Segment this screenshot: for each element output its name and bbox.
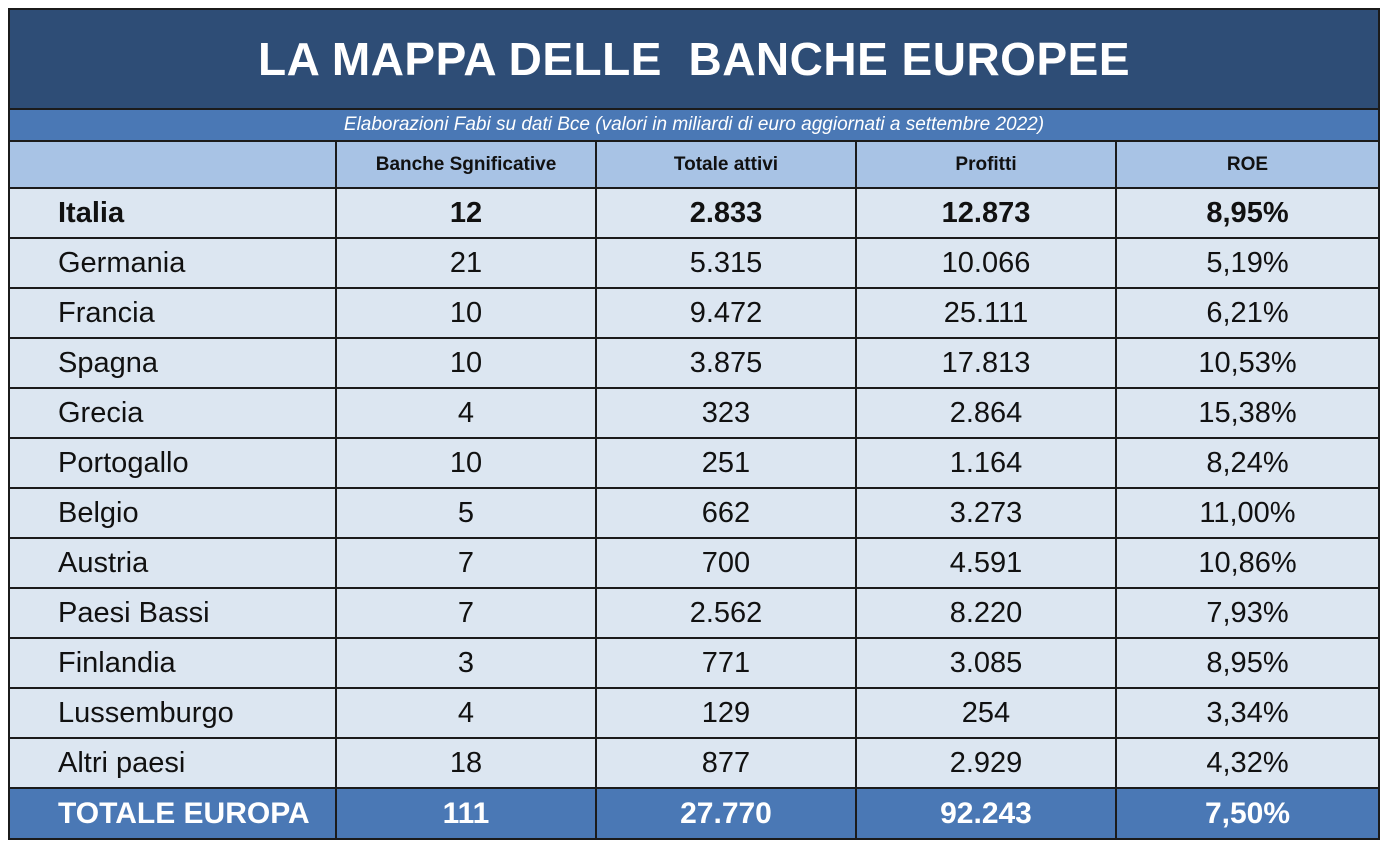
cell-country: Paesi Bassi [10,588,337,639]
total-banche: 111 [336,788,597,838]
cell-country: Altri paesi [10,738,337,789]
cell-profitti: 3.085 [856,638,1117,689]
cell-profitti: 2.864 [856,388,1117,439]
cell-profitti: 3.273 [856,488,1117,539]
cell-attivi: 662 [596,488,857,539]
cell-attivi: 877 [596,738,857,789]
cell-profitti: 254 [856,688,1117,739]
header-banche: Banche Sgnificative [336,142,597,189]
table-row: Paesi Bassi 7 2.562 8.220 7,93% [10,588,1378,639]
cell-country: Spagna [10,338,337,389]
cell-roe: 8,95% [1116,638,1378,689]
cell-country: Portogallo [10,438,337,489]
page-subtitle: Elaborazioni Fabi su dati Bce (valori in… [10,110,1378,142]
cell-attivi: 700 [596,538,857,589]
cell-attivi: 323 [596,388,857,439]
total-profitti: 92.243 [856,788,1117,838]
cell-banche: 10 [336,288,597,339]
header-profitti: Profitti [856,142,1117,189]
total-country: TOTALE EUROPA [10,788,337,838]
cell-roe: 10,86% [1116,538,1378,589]
cell-roe: 15,38% [1116,388,1378,439]
table-row: Austria 7 700 4.591 10,86% [10,538,1378,589]
cell-banche: 5 [336,488,597,539]
cell-banche: 3 [336,638,597,689]
cell-roe: 5,19% [1116,238,1378,289]
cell-attivi: 251 [596,438,857,489]
page-title: LA MAPPA DELLE BANCHE EUROPEE [10,10,1378,110]
cell-attivi: 9.472 [596,288,857,339]
cell-profitti: 8.220 [856,588,1117,639]
cell-country: Finlandia [10,638,337,689]
cell-roe: 8,95% [1116,188,1378,239]
cell-profitti: 25.111 [856,288,1117,339]
cell-attivi: 3.875 [596,338,857,389]
table-row: Grecia 4 323 2.864 15,38% [10,388,1378,439]
table-row: Spagna 10 3.875 17.813 10,53% [10,338,1378,389]
total-roe: 7,50% [1116,788,1378,838]
cell-country: Germania [10,238,337,289]
cell-profitti: 17.813 [856,338,1117,389]
header-country [10,142,337,189]
table-row: Francia 10 9.472 25.111 6,21% [10,288,1378,339]
cell-profitti: 1.164 [856,438,1117,489]
table-row: Altri paesi 18 877 2.929 4,32% [10,738,1378,789]
table-row: Germania 21 5.315 10.066 5,19% [10,238,1378,289]
cell-profitti: 10.066 [856,238,1117,289]
table-row: Lussemburgo 4 129 254 3,34% [10,688,1378,739]
cell-country: Belgio [10,488,337,539]
cell-country: Austria [10,538,337,589]
total-attivi: 27.770 [596,788,857,838]
cell-attivi: 2.562 [596,588,857,639]
cell-banche: 10 [336,438,597,489]
cell-country: Italia [10,188,337,239]
table-row: Portogallo 10 251 1.164 8,24% [10,438,1378,489]
cell-banche: 4 [336,688,597,739]
cell-roe: 8,24% [1116,438,1378,489]
cell-attivi: 771 [596,638,857,689]
header-roe: ROE [1116,142,1378,189]
cell-roe: 3,34% [1116,688,1378,739]
cell-roe: 4,32% [1116,738,1378,789]
table-frame: LA MAPPA DELLE BANCHE EUROPEE Elaborazio… [8,8,1380,840]
cell-banche: 7 [336,538,597,589]
header-row: Banche Sgnificative Totale attivi Profit… [10,142,1378,189]
cell-banche: 4 [336,388,597,439]
cell-roe: 10,53% [1116,338,1378,389]
cell-profitti: 2.929 [856,738,1117,789]
total-row: TOTALE EUROPA 111 27.770 92.243 7,50% [10,788,1378,838]
banks-table: Banche Sgnificative Totale attivi Profit… [10,142,1378,838]
cell-roe: 7,93% [1116,588,1378,639]
cell-roe: 11,00% [1116,488,1378,539]
cell-banche: 18 [336,738,597,789]
cell-country: Grecia [10,388,337,439]
table-row: Italia 12 2.833 12.873 8,95% [10,188,1378,239]
cell-attivi: 5.315 [596,238,857,289]
cell-attivi: 129 [596,688,857,739]
cell-banche: 21 [336,238,597,289]
cell-profitti: 12.873 [856,188,1117,239]
cell-attivi: 2.833 [596,188,857,239]
cell-banche: 10 [336,338,597,389]
table-row: Finlandia 3 771 3.085 8,95% [10,638,1378,689]
cell-roe: 6,21% [1116,288,1378,339]
cell-banche: 12 [336,188,597,239]
cell-profitti: 4.591 [856,538,1117,589]
table-body: Italia 12 2.833 12.873 8,95% Germania 21 5.315 1… [10,188,1378,789]
cell-country: Francia [10,288,337,339]
cell-banche: 7 [336,588,597,639]
table-row: Belgio 5 662 3.273 11,00% [10,488,1378,539]
header-attivi: Totale attivi [596,142,857,189]
cell-country: Lussemburgo [10,688,337,739]
